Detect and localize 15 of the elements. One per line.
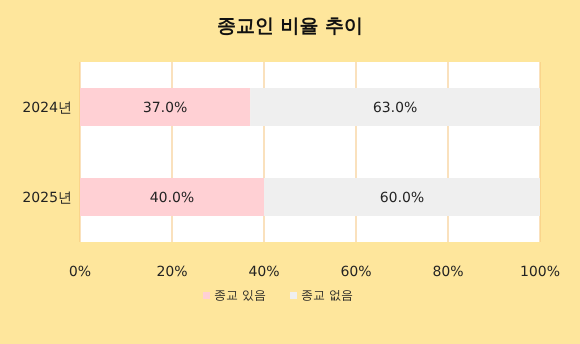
data-label: 60.0% (380, 190, 424, 206)
category: 2025년 (22, 190, 72, 206)
legend-label: 종교 없음 (301, 288, 353, 302)
data-label: 37.0% (142, 100, 188, 116)
xtick: 0% (68, 264, 92, 280)
legend-label: 종교 있음 (214, 288, 266, 302)
xtick: 100% (520, 264, 560, 280)
xtick: 20% (156, 264, 188, 280)
xtick: 80% (432, 264, 464, 280)
data-label: 63.0% (372, 100, 418, 116)
title: 종교인 비율 추이 (216, 15, 364, 37)
category: 2024년 (22, 100, 72, 116)
xtick: 60% (340, 264, 372, 280)
xtick: 40% (248, 264, 280, 280)
data-label: 40.0% (150, 190, 194, 206)
